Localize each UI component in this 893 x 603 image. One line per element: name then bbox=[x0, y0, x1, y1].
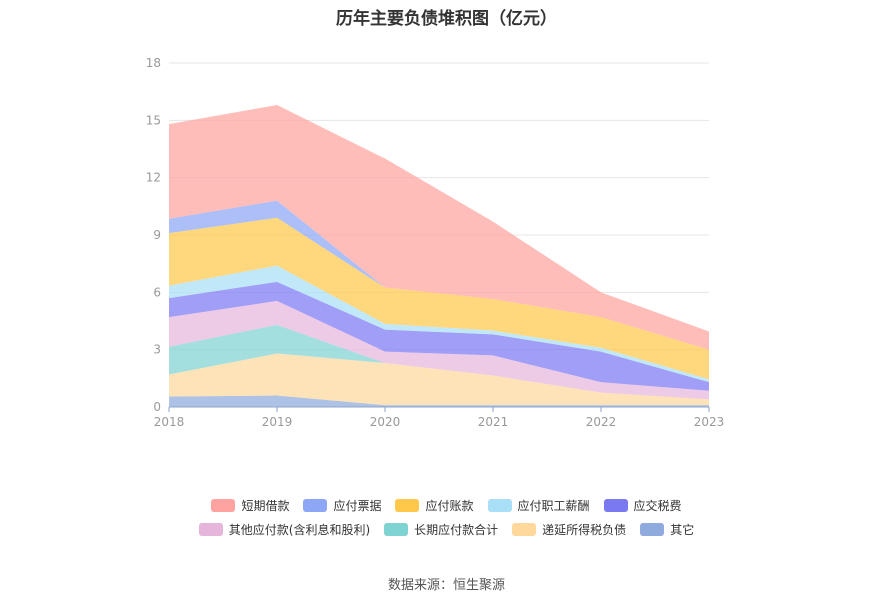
legend-swatch bbox=[640, 522, 665, 536]
legend: 短期借款 应付票据 应付账款 应付职工薪酬 应交税费其他应付款(含利息和股利) 长期应付款… bbox=[0, 494, 893, 542]
legend-swatch bbox=[512, 522, 537, 536]
legend-item[interactable]: 递延所得税负债 bbox=[512, 521, 626, 538]
legend-item[interactable]: 其它 bbox=[640, 521, 694, 538]
x-tick-label: 2022 bbox=[586, 415, 617, 429]
legend-label: 应付职工薪酬 bbox=[517, 498, 590, 513]
legend-swatch bbox=[487, 498, 512, 512]
axes: 0 3 6 9 12 15 18 2018 2019 2020 2021 2022 2023 bbox=[146, 56, 725, 429]
chart-title: 历年主要负债堆积图（亿元） bbox=[336, 9, 557, 29]
legend-label: 递延所得税负债 bbox=[542, 522, 627, 537]
y-tick-label: 18 bbox=[146, 56, 161, 70]
legend-row: 短期借款 应付票据 应付账款 应付职工薪酬 应交税费 bbox=[0, 494, 893, 516]
area-series-layer bbox=[169, 105, 709, 407]
area-series-1 bbox=[169, 353, 709, 406]
area-series-6 bbox=[169, 217, 709, 380]
area-series-5 bbox=[169, 265, 709, 383]
legend-swatch bbox=[211, 498, 236, 512]
y-tick-label: 0 bbox=[153, 400, 161, 414]
legend-item[interactable]: 其他应付款(含利息和股利) bbox=[198, 521, 371, 538]
legend-item[interactable]: 应交税费 bbox=[603, 497, 682, 514]
legend-swatch bbox=[384, 522, 409, 536]
legend-swatch bbox=[198, 522, 223, 536]
y-tick-label: 9 bbox=[153, 228, 161, 242]
legend-item[interactable]: 应付账款 bbox=[395, 497, 474, 514]
area-series-3 bbox=[169, 300, 709, 400]
y-tick-label: 6 bbox=[153, 285, 161, 299]
area-series-0 bbox=[169, 395, 709, 407]
y-tick-label: 3 bbox=[153, 343, 161, 357]
legend-label: 长期应付款合计 bbox=[414, 522, 499, 537]
x-tick-label: 2021 bbox=[478, 415, 509, 429]
legend-swatch bbox=[303, 498, 328, 512]
area-series-2 bbox=[169, 324, 709, 400]
x-tick-label: 2019 bbox=[262, 415, 293, 429]
legend-item[interactable]: 长期应付款合计 bbox=[384, 521, 498, 538]
legend-label: 其它 bbox=[670, 522, 695, 537]
data-source-note: 数据来源：恒生聚源 bbox=[387, 578, 505, 593]
y-tick-label: 15 bbox=[146, 113, 161, 127]
area-series-4 bbox=[169, 281, 709, 391]
area-series-7 bbox=[169, 200, 709, 350]
legend-row: 其他应付款(含利息和股利) 长期应付款合计 递延所得税负债 其它 bbox=[0, 518, 893, 540]
x-tick-label: 2023 bbox=[694, 415, 725, 429]
x-tick-label: 2020 bbox=[370, 415, 401, 429]
legend-item[interactable]: 应付职工薪酬 bbox=[487, 497, 590, 514]
legend-label: 应付票据 bbox=[333, 498, 382, 513]
legend-label: 应付账款 bbox=[425, 498, 474, 513]
legend-swatch bbox=[395, 498, 420, 512]
legend-swatch bbox=[603, 498, 628, 512]
legend-label: 应交税费 bbox=[633, 498, 682, 513]
x-tick-label: 2018 bbox=[154, 415, 185, 429]
y-tick-label: 12 bbox=[146, 171, 161, 185]
legend-label: 其他应付款(含利息和股利) bbox=[228, 522, 371, 537]
legend-item[interactable]: 短期借款 bbox=[211, 497, 289, 514]
legend-item[interactable]: 应付票据 bbox=[303, 497, 381, 514]
legend-label: 短期借款 bbox=[241, 498, 290, 513]
area-series-8 bbox=[169, 105, 709, 350]
